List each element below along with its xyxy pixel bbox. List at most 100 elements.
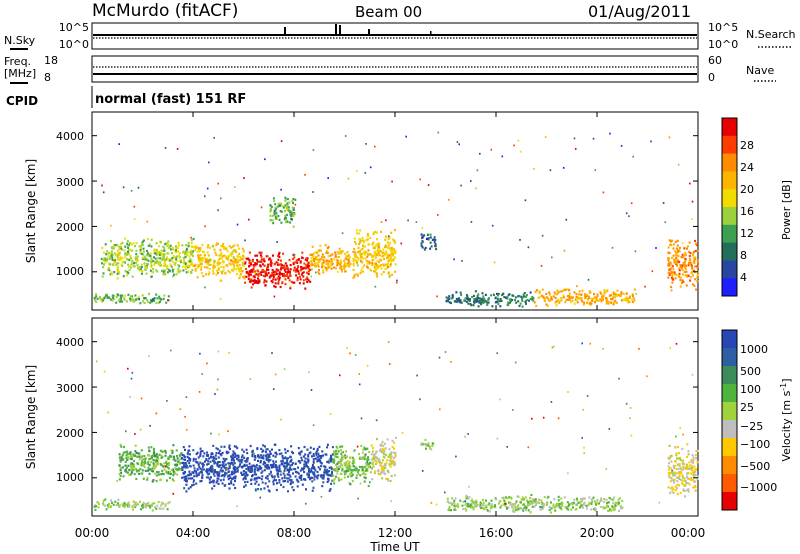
scatter-cell xyxy=(294,468,297,471)
scatter-cell xyxy=(343,266,346,269)
scatter-cell xyxy=(378,449,381,453)
scatter-cell xyxy=(683,477,686,480)
scatter-cell xyxy=(195,473,198,476)
scatter-cell xyxy=(525,509,527,512)
scatter-cell xyxy=(433,241,436,244)
scatter-cell xyxy=(113,259,115,262)
scatter-cell xyxy=(225,264,228,267)
scatter-cell xyxy=(182,466,185,469)
scatter-cell xyxy=(522,293,525,296)
scatter-cell xyxy=(182,471,185,474)
scatter-cell xyxy=(517,139,520,142)
scatter-cell xyxy=(416,374,418,377)
scatter-cell xyxy=(582,303,585,306)
scatter-cell xyxy=(209,246,212,249)
scatter-cell xyxy=(482,300,485,303)
scatter-cell xyxy=(454,300,457,303)
scatter-cell xyxy=(307,264,310,267)
scatter-cell xyxy=(232,260,235,263)
scatter-cell xyxy=(369,262,372,265)
scatter-cell xyxy=(696,477,699,480)
scatter-cell xyxy=(353,458,356,461)
scatter-cell xyxy=(558,301,561,304)
colorbar-cell xyxy=(722,492,737,511)
scatter-cell xyxy=(217,267,220,270)
scatter-cell xyxy=(444,491,446,494)
scatter-cell xyxy=(549,169,552,172)
scatter-cell xyxy=(118,472,121,475)
scatter-cell xyxy=(476,295,479,298)
scatter-cell xyxy=(139,251,142,254)
scatter-cell xyxy=(566,298,569,301)
scatter-cell xyxy=(518,304,521,308)
scatter-cell xyxy=(177,267,180,271)
scatter-cell xyxy=(692,274,694,277)
scatter-cell xyxy=(184,251,187,254)
scatter-cell xyxy=(213,484,216,487)
scatter-cell xyxy=(687,453,690,456)
scatter-cell xyxy=(111,263,114,266)
scatter-cell xyxy=(380,443,383,446)
scatter-cell xyxy=(253,279,256,282)
scatter-cell xyxy=(186,460,189,463)
scatter-cell xyxy=(241,247,244,250)
scatter-cell xyxy=(184,265,187,268)
scatter-cell xyxy=(322,261,325,264)
scatter-cell xyxy=(468,485,470,488)
scatter-cell xyxy=(308,471,311,474)
scatter-cell xyxy=(622,292,625,295)
scatter-cell xyxy=(596,293,599,296)
scatter-cell xyxy=(379,461,382,464)
scatter-cell xyxy=(174,472,177,475)
scatter-cell xyxy=(217,350,220,353)
scatter-cell xyxy=(467,505,470,508)
scatter-cell xyxy=(116,252,119,256)
scatter-cell xyxy=(126,450,129,453)
scatter-cell xyxy=(460,184,462,187)
scatter-cell xyxy=(390,452,392,456)
scatter-cell xyxy=(367,484,370,488)
scatter-cell xyxy=(384,250,387,253)
scatter-cell xyxy=(129,255,132,258)
scatter-cell xyxy=(437,214,439,216)
scatter-cell xyxy=(664,221,667,224)
scatter-cell xyxy=(675,457,678,460)
scatter-cell xyxy=(264,158,266,161)
scatter-cell xyxy=(628,296,631,299)
scatter-cell xyxy=(147,300,150,303)
power-cbar-tick: 16 xyxy=(740,205,754,218)
scatter-cell xyxy=(671,256,673,260)
scatter-cell xyxy=(359,259,362,262)
scatter-cell xyxy=(364,469,367,472)
scatter-cell xyxy=(275,272,278,275)
scatter-cell xyxy=(693,472,696,475)
scatter-cell xyxy=(267,255,269,258)
scatter-cell xyxy=(124,252,127,255)
scatter-cell xyxy=(234,186,236,188)
scatter-cell xyxy=(507,506,510,509)
scatter-cell xyxy=(152,479,155,482)
scatter-cell xyxy=(311,480,314,483)
scatter-cell xyxy=(196,250,199,253)
scatter-cell xyxy=(241,448,244,451)
scatter-cell xyxy=(324,465,327,469)
scatter-cell xyxy=(592,297,595,300)
freq-label-line1: Freq. xyxy=(4,55,31,68)
scatter-cell xyxy=(222,478,225,481)
scatter-cell xyxy=(462,500,465,503)
scatter-cell xyxy=(233,459,235,462)
scatter-cell xyxy=(678,267,681,270)
scatter-cell xyxy=(182,462,185,465)
scatter-cell xyxy=(244,281,247,284)
scatter-cell xyxy=(328,489,331,492)
scatter-cell xyxy=(199,259,202,262)
scatter-cell xyxy=(121,503,124,506)
scatter-cell xyxy=(216,472,219,475)
scatter-cell xyxy=(609,298,612,301)
scatter-cell xyxy=(251,475,253,478)
scatter-cell xyxy=(243,456,246,459)
scatter-cell xyxy=(306,276,309,279)
scatter-cell xyxy=(561,504,564,507)
scatter-cell xyxy=(692,479,695,482)
scatter-cell xyxy=(345,462,348,465)
